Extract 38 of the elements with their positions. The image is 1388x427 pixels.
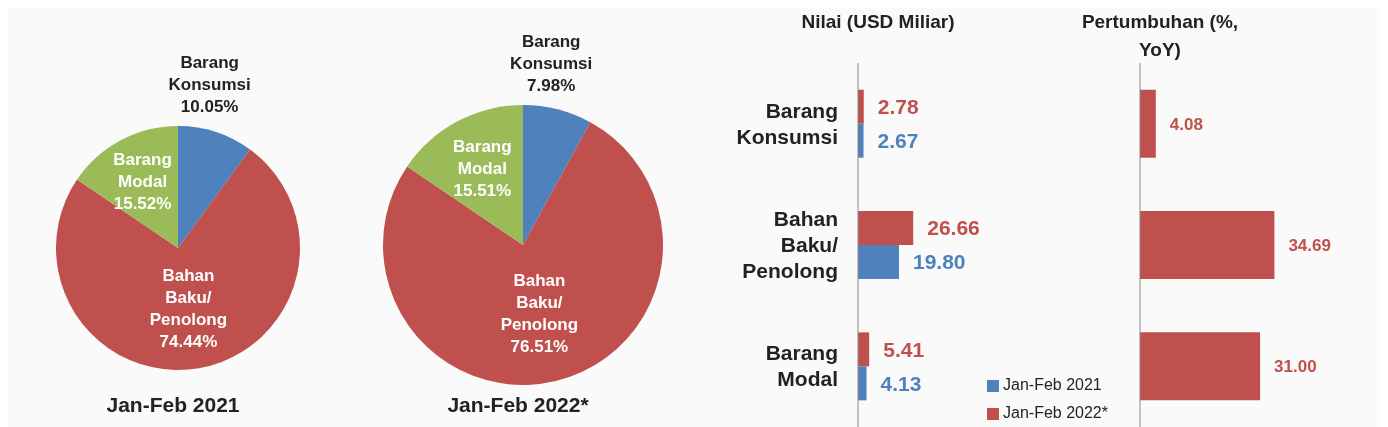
data-label: 34.69 (1288, 236, 1331, 256)
bar (858, 211, 914, 246)
pie-slice (56, 149, 300, 370)
slice-label: Bahan Baku/ Penolong (500, 271, 579, 335)
legend-label: Jan-Feb 2021 (1003, 376, 1102, 393)
data-label: 5.41 (883, 337, 925, 361)
slice-label: Barang Konsumsi (168, 53, 251, 94)
slice-label: Barang Konsumsi (510, 32, 593, 73)
y-tick-label: Barang Konsumsi (736, 98, 838, 148)
legend-label: Jan-Feb 2022* (1003, 404, 1108, 421)
y-tick-label: Barang Modal (765, 341, 838, 391)
data-label: 74.44% (159, 332, 218, 352)
chart-title: Pertumbuhan (%, YoY) (1080, 10, 1240, 62)
text: Jan-Feb 2022* (446, 393, 590, 417)
data-label: 10.05% (180, 97, 239, 116)
data-label: 2.78 (877, 95, 919, 119)
bar (858, 245, 900, 280)
data-label: 19.80 (913, 250, 966, 274)
data-label: 15.51% (453, 181, 512, 201)
y-tick-label: Bahan Baku/ Penolong (742, 207, 839, 282)
data-label: 7.98% (527, 76, 576, 95)
bar (858, 123, 864, 158)
data-label: 76.51% (510, 337, 569, 357)
pie-slice (178, 126, 251, 248)
data-label: 2.67 (877, 129, 919, 153)
pie-slice (383, 122, 663, 385)
data-label: 31.00 (1274, 357, 1317, 377)
chart-title: Nilai (USD Miliar) (800, 10, 956, 34)
data-label: 15.52% (113, 194, 172, 214)
pie-slice (523, 105, 591, 245)
data-label: 4.08 (1169, 114, 1203, 134)
bar (858, 366, 867, 401)
text: Jan-Feb 2021 (105, 393, 241, 417)
data-label: 26.66 (927, 216, 980, 240)
slice-label: Bahan Baku/ Penolong (149, 266, 228, 330)
slice-label: Barang Modal (113, 150, 172, 192)
data-label: 4.13 (880, 371, 922, 395)
slice-label: Barang Modal (453, 137, 512, 179)
